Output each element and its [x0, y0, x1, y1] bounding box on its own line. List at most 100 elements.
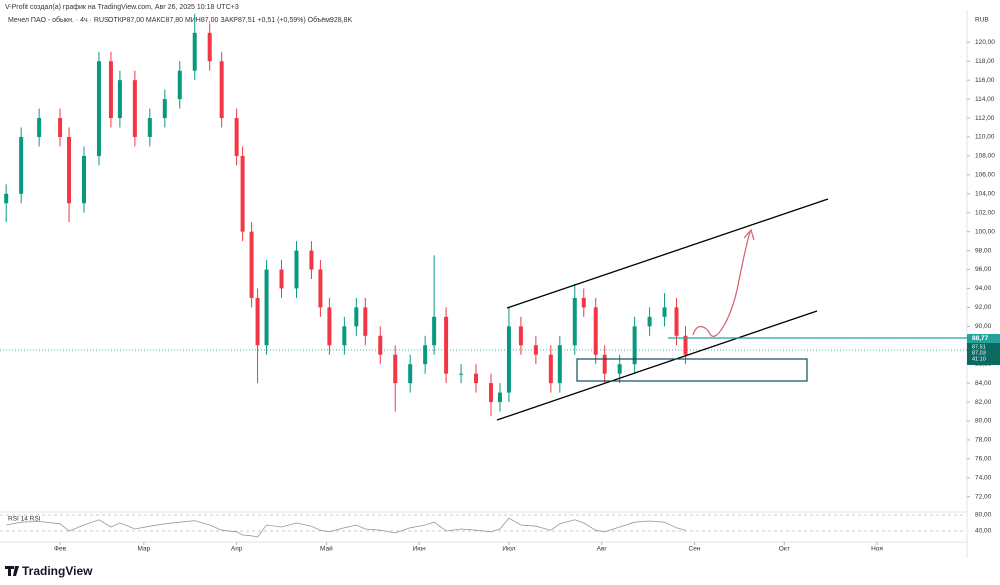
- candle-body: [683, 335, 688, 355]
- x-tick-label: Авг: [597, 546, 608, 553]
- price-label: 87,03: [972, 350, 986, 356]
- candle-body: [602, 354, 607, 374]
- y-tick-label: 98,00: [975, 247, 992, 254]
- candle-body: [488, 383, 493, 403]
- y-tick-label: 104,00: [975, 190, 995, 197]
- candle-body: [533, 345, 538, 355]
- candle-body: [548, 354, 553, 384]
- candle-body: [240, 155, 245, 232]
- price-label: 87,51: [972, 344, 986, 350]
- support-zone: [576, 358, 808, 382]
- y-tick-label: 94,00: [975, 285, 992, 292]
- candle-body: [497, 392, 502, 403]
- candle-body: [506, 326, 511, 393]
- y-tick-label: 72,00: [975, 493, 992, 500]
- price-label-box: [967, 334, 1000, 343]
- arrow-head: [743, 228, 755, 241]
- rsi-line: [6, 517, 686, 538]
- candle-body: [279, 269, 284, 289]
- candle-body: [518, 326, 523, 346]
- candle-body: [96, 61, 101, 156]
- y-tick-label: 116,00: [975, 77, 995, 84]
- y-tick-label: 100,00: [975, 228, 995, 235]
- y-tick-label: 114,00: [975, 96, 995, 103]
- y-tick-label: 120,00: [975, 39, 995, 46]
- candle-body: [378, 335, 383, 355]
- candle-body: [363, 307, 368, 336]
- candle-body: [632, 326, 637, 365]
- candle-body: [309, 250, 314, 270]
- price-label: 41:10: [972, 356, 986, 362]
- price-labels: 88,77 87,51 87,03 41:10: [967, 334, 1000, 365]
- x-tick-label: Апр: [231, 546, 243, 553]
- candle-body: [459, 373, 464, 375]
- candle-body: [58, 118, 63, 137]
- rsi-tick-label: 80,00: [975, 512, 992, 519]
- candle-body: [474, 373, 479, 384]
- y-tick-label: 76,00: [975, 456, 992, 463]
- candle-body: [354, 307, 359, 327]
- candle-body: [249, 231, 254, 298]
- forecast-arrow: [692, 231, 751, 337]
- candle-body: [67, 136, 72, 204]
- candle-body: [674, 307, 679, 336]
- candle-body: [219, 61, 224, 119]
- chart-title: Мечел ПАО - обыкн. · 4ч · RUS: [8, 16, 109, 24]
- y-tick-label: 74,00: [975, 475, 992, 482]
- candle-body: [572, 297, 577, 346]
- candle-body: [207, 32, 212, 62]
- x-tick-label: Мар: [137, 546, 150, 553]
- x-tick-label: Окт: [779, 546, 790, 553]
- candle-body: [581, 297, 586, 308]
- y-tick-label: 96,00: [975, 266, 992, 273]
- candle-body: [423, 345, 428, 365]
- x-tick-label: Сен: [689, 546, 701, 553]
- x-tick-label: Ноя: [871, 546, 883, 553]
- candle-body: [264, 269, 269, 346]
- credit: V-Profit создал(а) график на TradingView…: [5, 4, 239, 11]
- candle-body: [19, 136, 24, 194]
- candle-body: [593, 307, 598, 355]
- candle-body: [4, 193, 9, 204]
- y-tick-label: 112,00: [975, 115, 995, 122]
- candle-body: [147, 118, 152, 137]
- candle-body: [647, 316, 652, 327]
- candle-body: [162, 99, 167, 119]
- candle-body: [108, 61, 113, 119]
- y-tick-label: 108,00: [975, 153, 995, 160]
- candle-body: [82, 155, 87, 204]
- candle-body: [617, 364, 622, 374]
- x-tick-label: Май: [320, 545, 333, 553]
- candle-body: [444, 316, 449, 374]
- y-tick-label: 82,00: [975, 399, 992, 406]
- channel-upper: [506, 198, 829, 309]
- candle-body: [132, 80, 137, 137]
- x-tick-label: Июн: [413, 546, 427, 553]
- candle-body: [318, 269, 323, 308]
- candle-body: [327, 307, 332, 346]
- candle-body: [255, 297, 260, 346]
- candle-body: [342, 326, 347, 346]
- y-tick-label: 78,00: [975, 437, 992, 444]
- x-tick-label: Июл: [502, 546, 515, 553]
- y-tick-label: 110,00: [975, 134, 995, 141]
- candle-body: [37, 118, 42, 137]
- y-tick-label: 118,00: [975, 58, 995, 65]
- candle-body: [192, 32, 197, 71]
- candle-body: [432, 316, 437, 346]
- candle-body: [662, 307, 667, 317]
- rsi-tick-label: 40,00: [975, 528, 992, 535]
- y-tick-label: 80,00: [975, 418, 992, 425]
- y-tick-label: 106,00: [975, 172, 995, 179]
- brand: TradingView: [22, 564, 93, 578]
- currency: RUB: [975, 17, 989, 24]
- candle-body: [117, 80, 122, 119]
- ohlc-text: ОТКР87,00 МАКС87,80 МИН87,00 ЗАКР87,51 +…: [108, 16, 352, 24]
- y-tick-label: 92,00: [975, 304, 992, 311]
- y-tick-label: 90,00: [975, 323, 992, 330]
- channel-lower: [496, 310, 818, 421]
- y-tick-label: 84,00: [975, 380, 992, 387]
- candle-body: [408, 364, 413, 384]
